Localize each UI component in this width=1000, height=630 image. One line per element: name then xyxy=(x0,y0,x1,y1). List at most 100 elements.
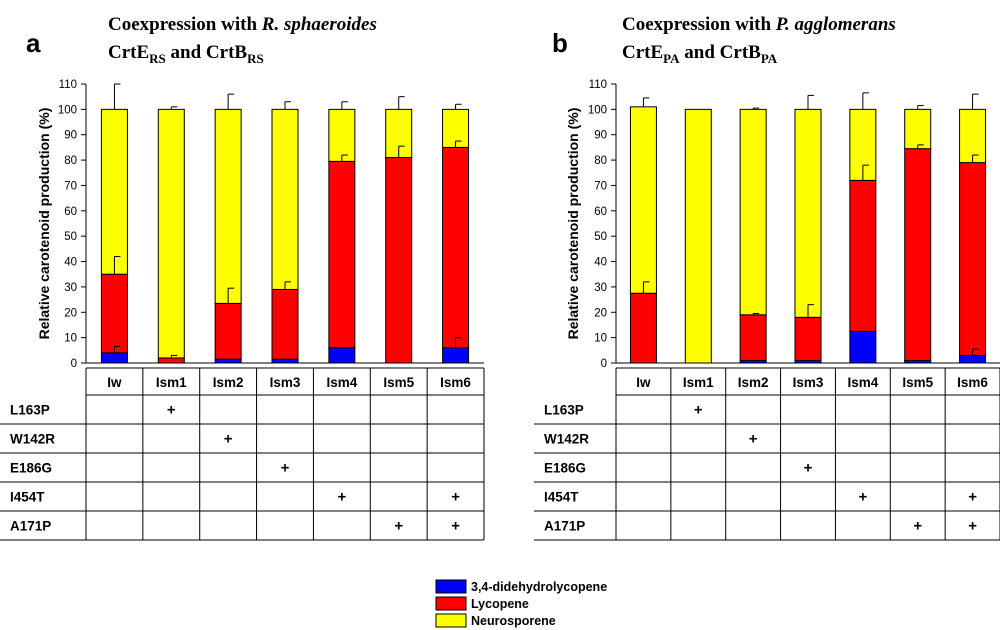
y-tick-label: 0 xyxy=(601,358,607,370)
chart-panel-a: a Coexpression with R. sphaeroides CrtERS​… xyxy=(0,14,485,541)
y-tick-label: 60 xyxy=(64,206,77,218)
mutation-label-w142r: W142R xyxy=(10,432,55,447)
bar-segment-ism4-0 xyxy=(849,330,877,364)
y-tick-label: 30 xyxy=(64,282,77,294)
mutation-label-a171p: A171P xyxy=(10,519,51,534)
legend-label: 3,4-didehydrolycopene xyxy=(471,580,607,594)
bar-segment-iw-0 xyxy=(100,352,128,364)
mutation-mark: + xyxy=(913,518,922,535)
mutation-label-i454t: I454T xyxy=(544,490,579,505)
y-tick-label: 80 xyxy=(594,155,607,167)
legend: 3,4-didehydrolycopene Lycopene Neurosporen… xyxy=(435,579,607,628)
bar-segment-ism4-0 xyxy=(328,347,356,364)
category-label-ism6: Ism6 xyxy=(957,375,988,390)
y-tick-label: 110 xyxy=(589,79,607,91)
mutation-mark: + xyxy=(749,431,758,448)
y-tick-label: 110 xyxy=(59,79,77,91)
mutation-label-l163p: L163P xyxy=(544,403,584,418)
y-tick-label: 50 xyxy=(64,231,77,243)
bar-segment-ism2-1 xyxy=(214,302,242,360)
y-tick-label: 60 xyxy=(594,206,607,218)
mutation-mark: + xyxy=(224,431,233,448)
bar-segment-ism5-1 xyxy=(385,157,413,364)
y-tick-label: 90 xyxy=(594,130,607,142)
mutation-mark: + xyxy=(804,460,813,477)
mutation-mark: + xyxy=(451,518,460,535)
category-label-ism3: Ism3 xyxy=(270,375,301,390)
category-label-iw: Iw xyxy=(107,375,122,390)
bar-segment-ism3-1 xyxy=(794,316,822,361)
category-label-ism5: Ism5 xyxy=(383,375,414,390)
mutation-label-w142r: W142R xyxy=(544,432,589,447)
chart-title-line2: CrtEPA​ and CrtBPA​ xyxy=(622,42,778,66)
legend-label: Neurosporene xyxy=(471,614,556,628)
bar-segment-ism3-0 xyxy=(271,358,299,364)
category-label-ism6: Ism6 xyxy=(440,375,471,390)
bar-segment-ism3-1 xyxy=(271,288,299,360)
y-tick-label: 40 xyxy=(594,257,607,269)
bar-segment-ism5-1 xyxy=(904,148,932,361)
bar-segment-ism6-2 xyxy=(959,108,987,164)
mutation-mark: + xyxy=(167,402,176,419)
category-label-ism1: Ism1 xyxy=(156,375,187,390)
mutation-mark: + xyxy=(451,489,460,506)
bar-segment-ism6-1 xyxy=(959,162,987,356)
y-axis-label: Relative carotenoid production (%) xyxy=(565,108,581,340)
category-label-ism2: Ism2 xyxy=(213,375,244,390)
category-label-iw: Iw xyxy=(636,375,651,390)
bar-segment-ism2-2 xyxy=(739,108,767,316)
bar-segment-ism2-1 xyxy=(739,314,767,361)
mutation-mark: + xyxy=(968,489,977,506)
legend-swatch xyxy=(435,596,467,611)
chart-title-line1: Coexpression with P. agglomerans xyxy=(622,14,896,35)
chart-panel-b: b Coexpression with P. agglomerans CrtEPA​… xyxy=(534,14,1000,541)
bar-segment-iw-1 xyxy=(100,273,128,354)
mutation-mark: + xyxy=(394,518,403,535)
mutation-table: Iw Ism1 Ism2 Ism3 Ism4 Ism5 Ism6 L163P + W142R + E1… xyxy=(534,367,1000,541)
y-tick-label: 100 xyxy=(58,104,77,116)
bar-segment-iw-2 xyxy=(100,108,128,275)
y-tick-label: 50 xyxy=(594,231,607,243)
bar-segment-ism3-2 xyxy=(271,108,299,290)
panel-label: b xyxy=(552,28,568,58)
mutation-mark: + xyxy=(337,489,346,506)
mutation-mark: + xyxy=(694,402,703,419)
category-label-ism4: Ism4 xyxy=(326,375,357,390)
mutation-label-a171p: A171P xyxy=(544,519,585,534)
y-tick-label: 70 xyxy=(64,180,77,192)
bar-segment-ism3-2 xyxy=(794,108,822,318)
y-tick-label: 70 xyxy=(594,180,607,192)
bar-segment-ism5-2 xyxy=(904,108,932,150)
bar-segment-ism1-1 xyxy=(157,357,185,364)
bar-segment-ism4-2 xyxy=(328,108,356,162)
category-label-ism4: Ism4 xyxy=(847,375,878,390)
bar-segment-ism2-2 xyxy=(214,108,242,304)
bar-segment-iw-1 xyxy=(629,292,657,364)
category-label-ism1: Ism1 xyxy=(683,375,714,390)
y-tick-label: 20 xyxy=(64,307,77,319)
mutation-mark: + xyxy=(968,518,977,535)
mutation-table: Iw Ism1 Ism2 Ism3 Ism4 Ism5 Ism6 L163P + W142R + E1… xyxy=(0,367,485,541)
y-tick-label: 10 xyxy=(594,333,607,345)
mutation-label-e186g: E186G xyxy=(544,461,586,476)
mutation-label-l163p: L163P xyxy=(10,403,50,418)
mutation-mark: + xyxy=(858,489,867,506)
mutation-label-e186g: E186G xyxy=(10,461,52,476)
category-label-ism2: Ism2 xyxy=(738,375,769,390)
bar-segment-ism6-0 xyxy=(959,354,987,364)
y-tick-label: 90 xyxy=(64,130,77,142)
panel-label: a xyxy=(26,28,41,58)
y-tick-label: 30 xyxy=(594,282,607,294)
legend-swatch xyxy=(435,579,467,594)
y-tick-label: 0 xyxy=(71,358,77,370)
bar-segment-ism2-0 xyxy=(214,358,242,364)
y-axis-label: Relative carotenoid production (%) xyxy=(36,108,52,340)
legend-label: Lycopene xyxy=(471,597,529,611)
bar-segment-ism4-1 xyxy=(328,160,356,349)
chart-title-line1: Coexpression with R. sphaeroides xyxy=(108,14,377,35)
category-label-ism3: Ism3 xyxy=(793,375,824,390)
bar-segment-ism1-2 xyxy=(157,108,185,359)
bar-segment-ism4-1 xyxy=(849,179,877,332)
bar-segment-ism6-1 xyxy=(442,146,470,349)
